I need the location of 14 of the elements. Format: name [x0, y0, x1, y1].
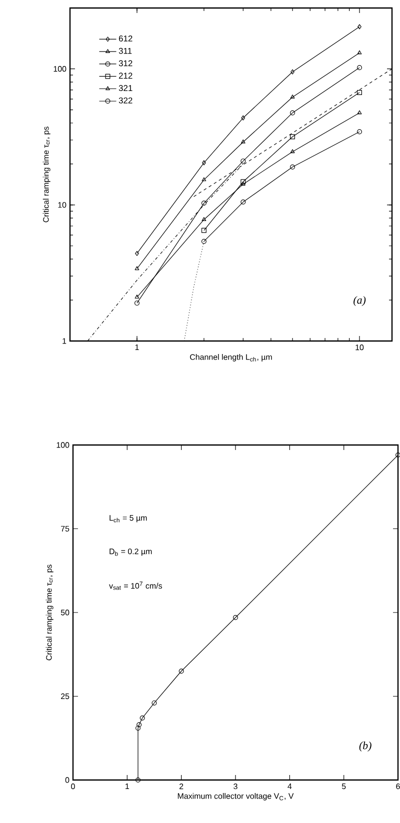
annotation: (b)	[359, 742, 372, 752]
legend-label: 612	[118, 35, 132, 42]
legend-label: 212	[118, 72, 132, 79]
legend-label: 312	[118, 60, 132, 66]
point	[178, 668, 184, 674]
point	[136, 722, 142, 728]
point	[136, 726, 140, 731]
legend-label: 311	[118, 48, 132, 54]
point	[152, 700, 157, 706]
point	[233, 615, 238, 620]
point	[140, 716, 145, 721]
legend-label: 322	[118, 97, 132, 104]
legend-label: 321	[118, 85, 132, 92]
annotation: (a)	[354, 296, 366, 306]
